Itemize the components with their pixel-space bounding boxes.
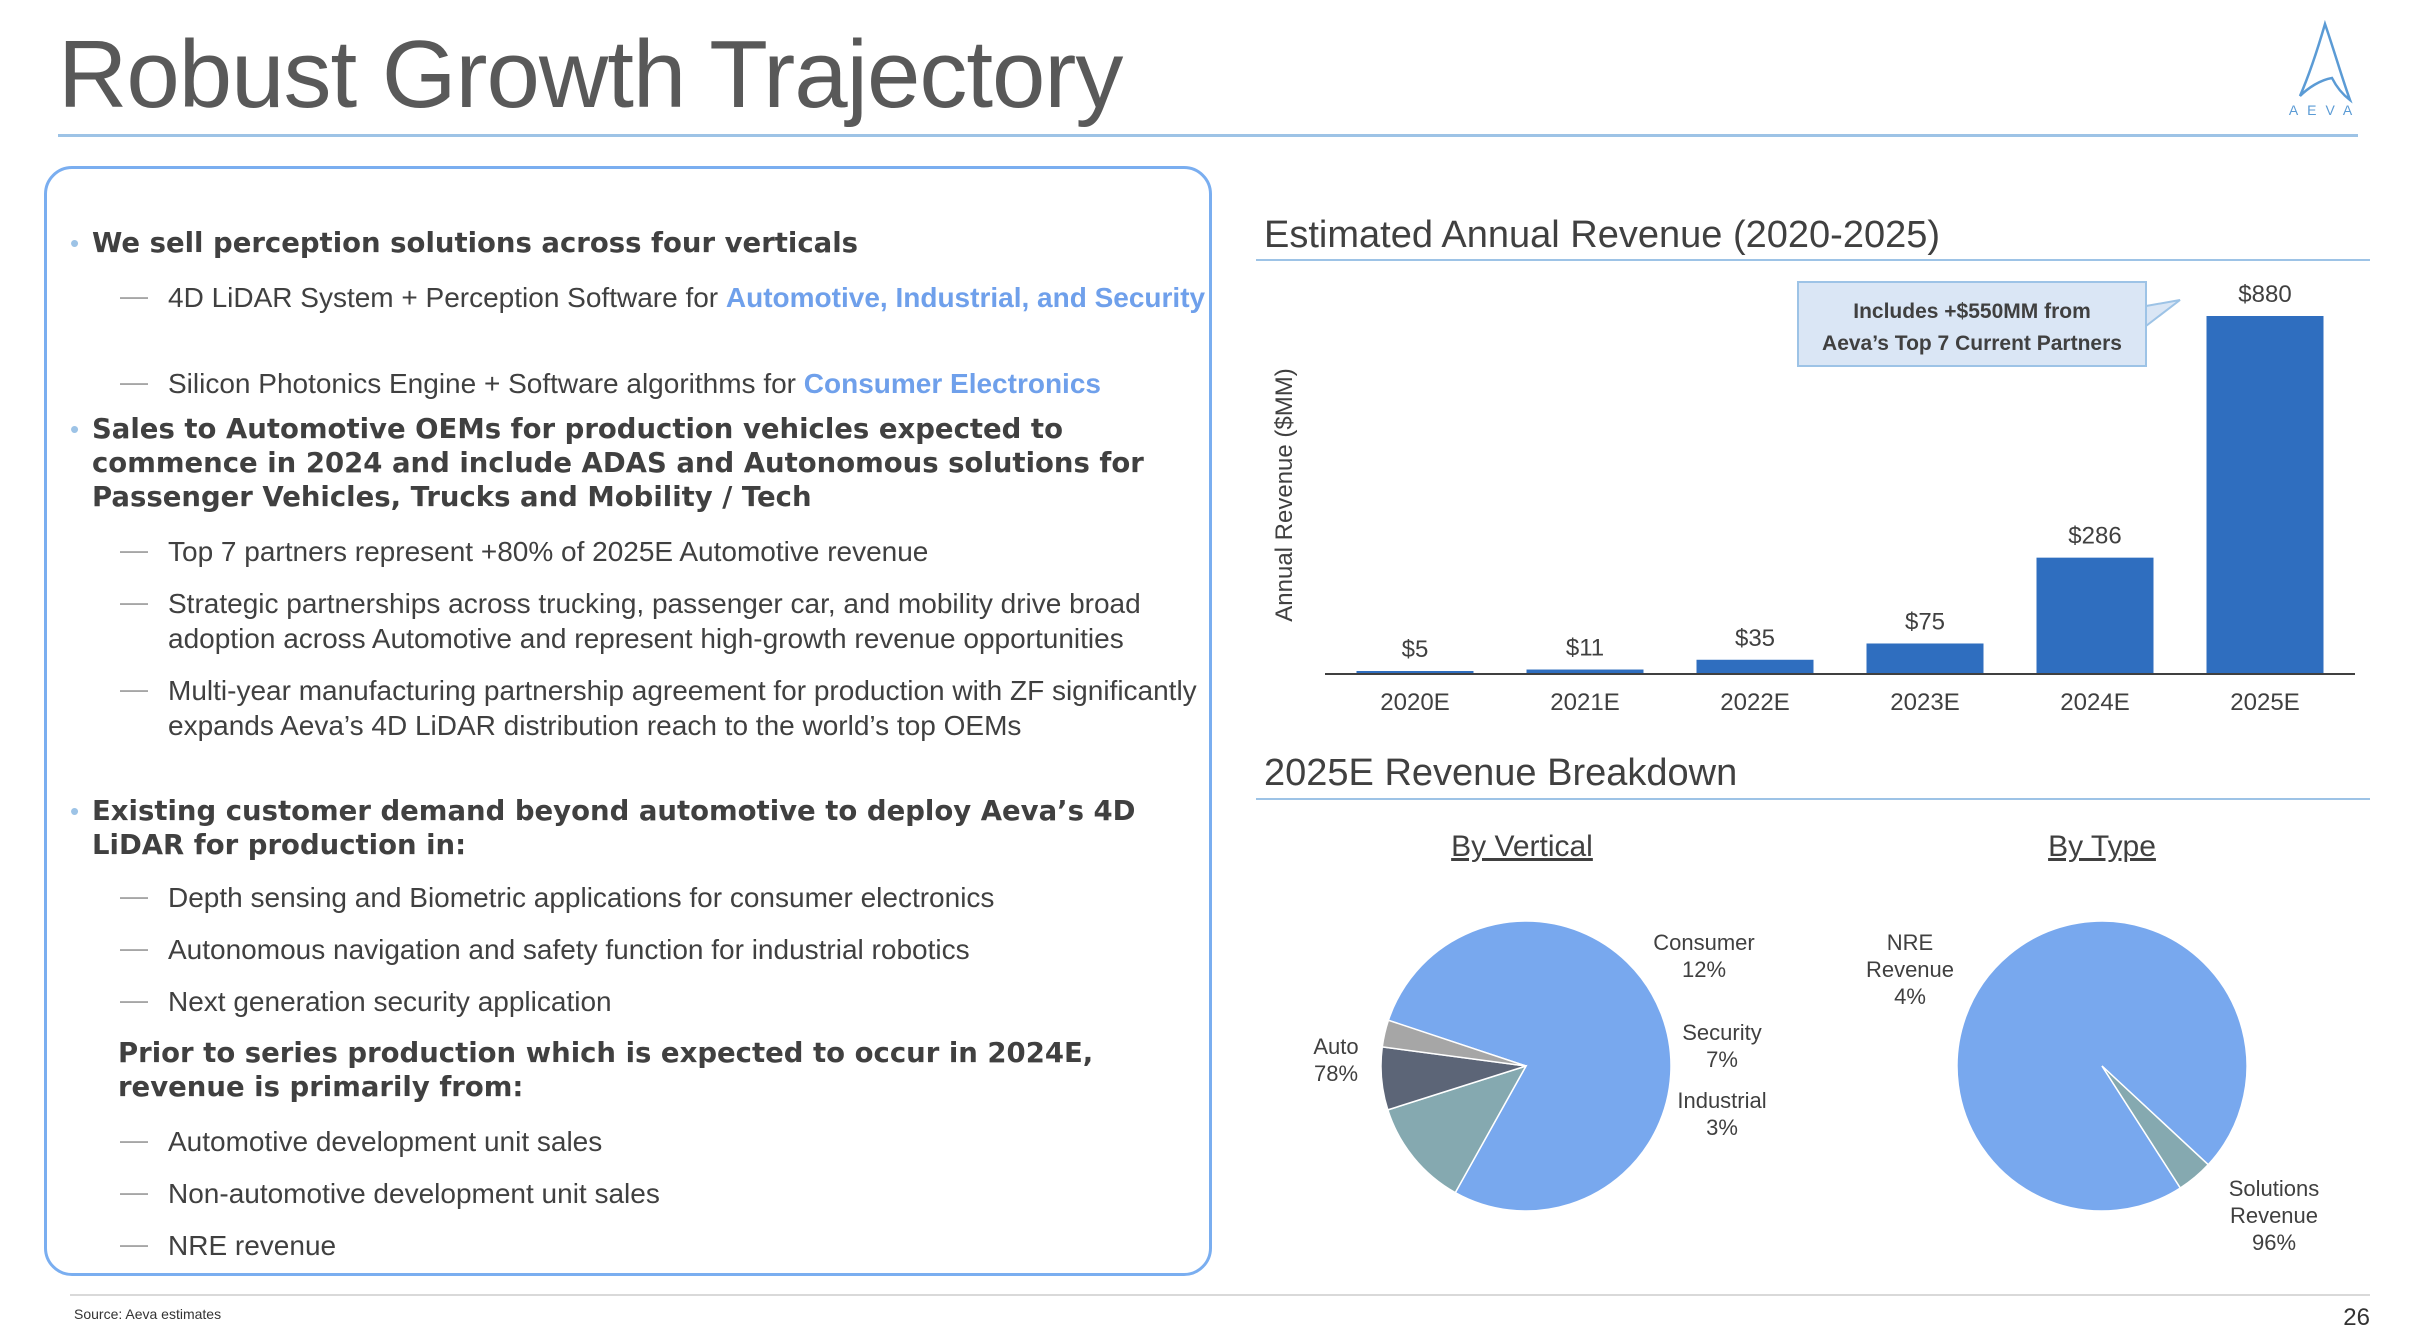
bar-value-label: $75 <box>1905 608 1945 635</box>
x-tick-label: 2020E <box>1380 689 1449 716</box>
sub-bullet-nonauto-dev: Non-automotive development unit sales <box>168 1178 660 1209</box>
bar-2022E <box>1696 659 1814 674</box>
pie-label: 12% <box>1682 957 1726 982</box>
bar-2025E <box>2206 316 2324 674</box>
pie-slice-consumer <box>1386 1064 1528 1194</box>
pie-title: By Vertical <box>1451 830 1593 863</box>
bullet-dash: — <box>120 932 148 963</box>
bullets-panel <box>44 166 1212 1276</box>
bullet-dash: — <box>120 366 148 397</box>
bar-2021E <box>1526 669 1644 674</box>
sub-bullet-partnerships: Strategic partnerships across trucking, … <box>168 588 1141 654</box>
bar-value-label: $5 <box>1402 636 1429 663</box>
bullet-dash: — <box>120 673 148 704</box>
x-tick-label: 2022E <box>1720 689 1789 716</box>
sub-bullet-top7: Top 7 partners represent +80% of 2025E A… <box>168 536 929 567</box>
bar-2024E <box>2036 557 2154 674</box>
bullet-dash: — <box>120 586 148 617</box>
logo-text: AEVA <box>2288 102 2362 118</box>
pie-slice-auto <box>1387 920 1672 1212</box>
pie-label: Solutions <box>2229 1176 2320 1201</box>
pie-label: Security <box>1682 1020 1761 1045</box>
bar-2023E <box>1866 643 1984 674</box>
sub-bullet-nre: NRE revenue <box>168 1230 337 1261</box>
x-tick-label: 2021E <box>1550 689 1619 716</box>
bar-value-label: $880 <box>2238 281 2291 308</box>
title-divider <box>58 134 2358 137</box>
pie-slice-nre-revenue <box>2101 1065 2210 1190</box>
bullet-dash: — <box>120 880 148 911</box>
bar-2020E <box>1356 671 1474 674</box>
bullet-customer-demand: Existing customer demand beyond automoti… <box>92 795 1136 861</box>
page-title: Robust Growth Trajectory <box>58 21 1123 128</box>
sub-bullet-photonics: Silicon Photonics Engine + Software algo… <box>168 366 1208 401</box>
bullet-dot: • <box>70 414 80 444</box>
x-tick-label: 2023E <box>1890 689 1959 716</box>
pie-label: Industrial <box>1677 1088 1766 1113</box>
pie-label: 96% <box>2252 1230 2296 1255</box>
aeva-logo-icon <box>2298 19 2353 104</box>
sub-bullet-security: Next generation security application <box>168 986 612 1017</box>
sub-bullet-lidar: 4D LiDAR System + Perception Software fo… <box>168 280 1208 315</box>
x-tick-label: 2025E <box>2230 689 2299 716</box>
pie-slice-industrial <box>1381 1019 1527 1067</box>
pie-label: Auto <box>1313 1034 1358 1059</box>
pie-label: 78% <box>1314 1061 1358 1086</box>
revenue-title-rule <box>1256 259 2370 261</box>
bullet-verticals: We sell perception solutions across four… <box>92 227 858 259</box>
pie-label: Revenue <box>1866 957 1954 982</box>
bullet-dash: — <box>120 534 148 565</box>
sub-bullet-industrial: Autonomous navigation and safety functio… <box>168 934 970 965</box>
breakdown-title: 2025E Revenue Breakdown <box>1264 752 1738 794</box>
sub-bullet-lidar-text: 4D LiDAR System + Perception Software fo… <box>168 282 726 313</box>
annotation-callout: Includes +$550MM from Aeva’s Top 7 Curren… <box>1797 281 2181 367</box>
callout-line-1: Includes +$550MM from <box>1853 300 2091 323</box>
bullet-dash: — <box>120 1228 148 1259</box>
source-note: Source: Aeva estimates <box>74 1306 222 1322</box>
sub-bullet-auto-dev: Automotive development unit sales <box>168 1126 603 1157</box>
sub-bullet-photonics-highlight: Consumer Electronics <box>803 368 1101 399</box>
bar-value-label: $11 <box>1566 635 1604 662</box>
pie-label: 7% <box>1706 1047 1738 1072</box>
bullet-dash: — <box>120 1124 148 1155</box>
callout-line-2: Aeva’s Top 7 Current Partners <box>1822 332 2122 355</box>
bullet-dash: — <box>120 280 148 311</box>
sub-bullet-photonics-text: Silicon Photonics Engine + Software algo… <box>168 368 804 399</box>
callout-box <box>1797 281 2181 367</box>
pie-title: By Type <box>2048 830 2156 863</box>
bullet-dash: — <box>120 1176 148 1207</box>
sub-bullet-consumer: Depth sensing and Biometric applications… <box>168 882 995 913</box>
pie-label: Revenue <box>2230 1203 2318 1228</box>
footer-divider <box>70 1294 2370 1296</box>
sub-bullet-lidar-highlight: Automotive, Industrial, and Security <box>725 282 1206 313</box>
bullet-dot: • <box>70 796 80 826</box>
bullet-dash: — <box>120 984 148 1015</box>
pie-label: 4% <box>1894 984 1926 1009</box>
breakdown-title-rule <box>1256 798 2370 800</box>
bullet-automotive-oems: Sales to Automotive OEMs for production … <box>92 413 1144 513</box>
pie-label: 3% <box>1706 1115 1738 1140</box>
bullet-prior-production: Prior to series production which is expe… <box>118 1037 1094 1103</box>
page-number: 26 <box>2343 1304 2370 1331</box>
y-axis-label: Annual Revenue ($MM) <box>1271 368 1298 621</box>
pie-label: Consumer <box>1653 930 1754 955</box>
bullet-dot: • <box>70 228 80 258</box>
pie-label: NRE <box>1887 930 1933 955</box>
x-tick-label: 2024E <box>2060 689 2129 716</box>
revenue-bar-chart: Annual Revenue ($MM) $5 2020E $11 2021E $35 20… <box>1271 281 2355 716</box>
bar-value-label: $35 <box>1735 625 1775 652</box>
sub-bullet-zf: Multi-year manufacturing partnership agr… <box>168 675 1197 741</box>
revenue-chart-title: Estimated Annual Revenue (2020-2025) <box>1264 214 1941 256</box>
bar-value-label: $286 <box>2068 523 2121 550</box>
